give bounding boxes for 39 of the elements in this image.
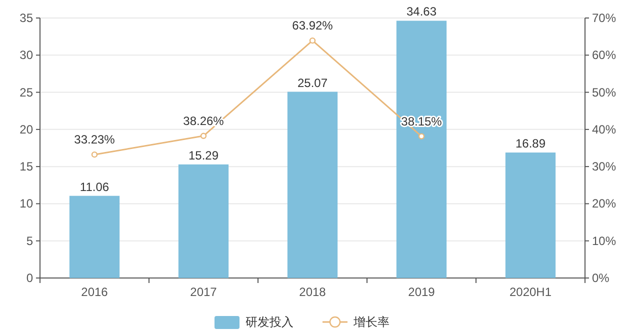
point — [91, 151, 98, 158]
data-label: 34.63 — [406, 4, 437, 19]
x-tick-label: 2019 — [408, 285, 436, 299]
data-label: 33.23% — [74, 132, 116, 147]
x-tick-label: 2016 — [81, 285, 108, 299]
y-tick-label: 10 — [20, 196, 34, 211]
data-label: 15.29 — [188, 148, 219, 162]
point — [200, 132, 207, 139]
y-tick-label: 25 — [20, 85, 34, 100]
y2-tick-label: 40% — [592, 122, 616, 136]
y-tick-label: 0 — [26, 271, 34, 285]
data-label: 11.06 — [80, 180, 110, 194]
x-tick-label: 2020H1 — [509, 285, 552, 299]
point — [418, 133, 425, 140]
legend-label: 增长率 — [352, 315, 390, 329]
y2-tick-label: 10% — [592, 234, 616, 248]
y-tick-label: 15 — [20, 160, 34, 174]
x-tick-label: 2017 — [190, 285, 218, 299]
data-label: 25.07 — [297, 76, 328, 90]
x-tick-label: 2018 — [299, 285, 326, 299]
y2-tick-label: 0% — [592, 271, 610, 285]
y-tick-label: 20 — [20, 122, 34, 136]
y2-tick-label: 30% — [592, 160, 616, 174]
y2-tick-label: 70% — [592, 11, 616, 25]
bar — [69, 196, 120, 278]
y-tick-label: 35 — [20, 11, 34, 25]
y2-tick-label: 50% — [592, 85, 616, 100]
y-tick-label: 5 — [26, 234, 34, 248]
y-tick-label: 30 — [20, 48, 34, 62]
y2-tick-label: 60% — [592, 48, 616, 62]
bar — [287, 92, 338, 278]
bar — [396, 20, 447, 278]
point — [309, 37, 316, 44]
bar — [505, 152, 556, 278]
data-label: 16.89 — [515, 136, 546, 151]
legend-label: 研发投入 — [246, 315, 294, 329]
data-label: 63.92% — [292, 18, 334, 33]
y2-tick-label: 20% — [592, 196, 616, 211]
bar — [178, 164, 229, 278]
